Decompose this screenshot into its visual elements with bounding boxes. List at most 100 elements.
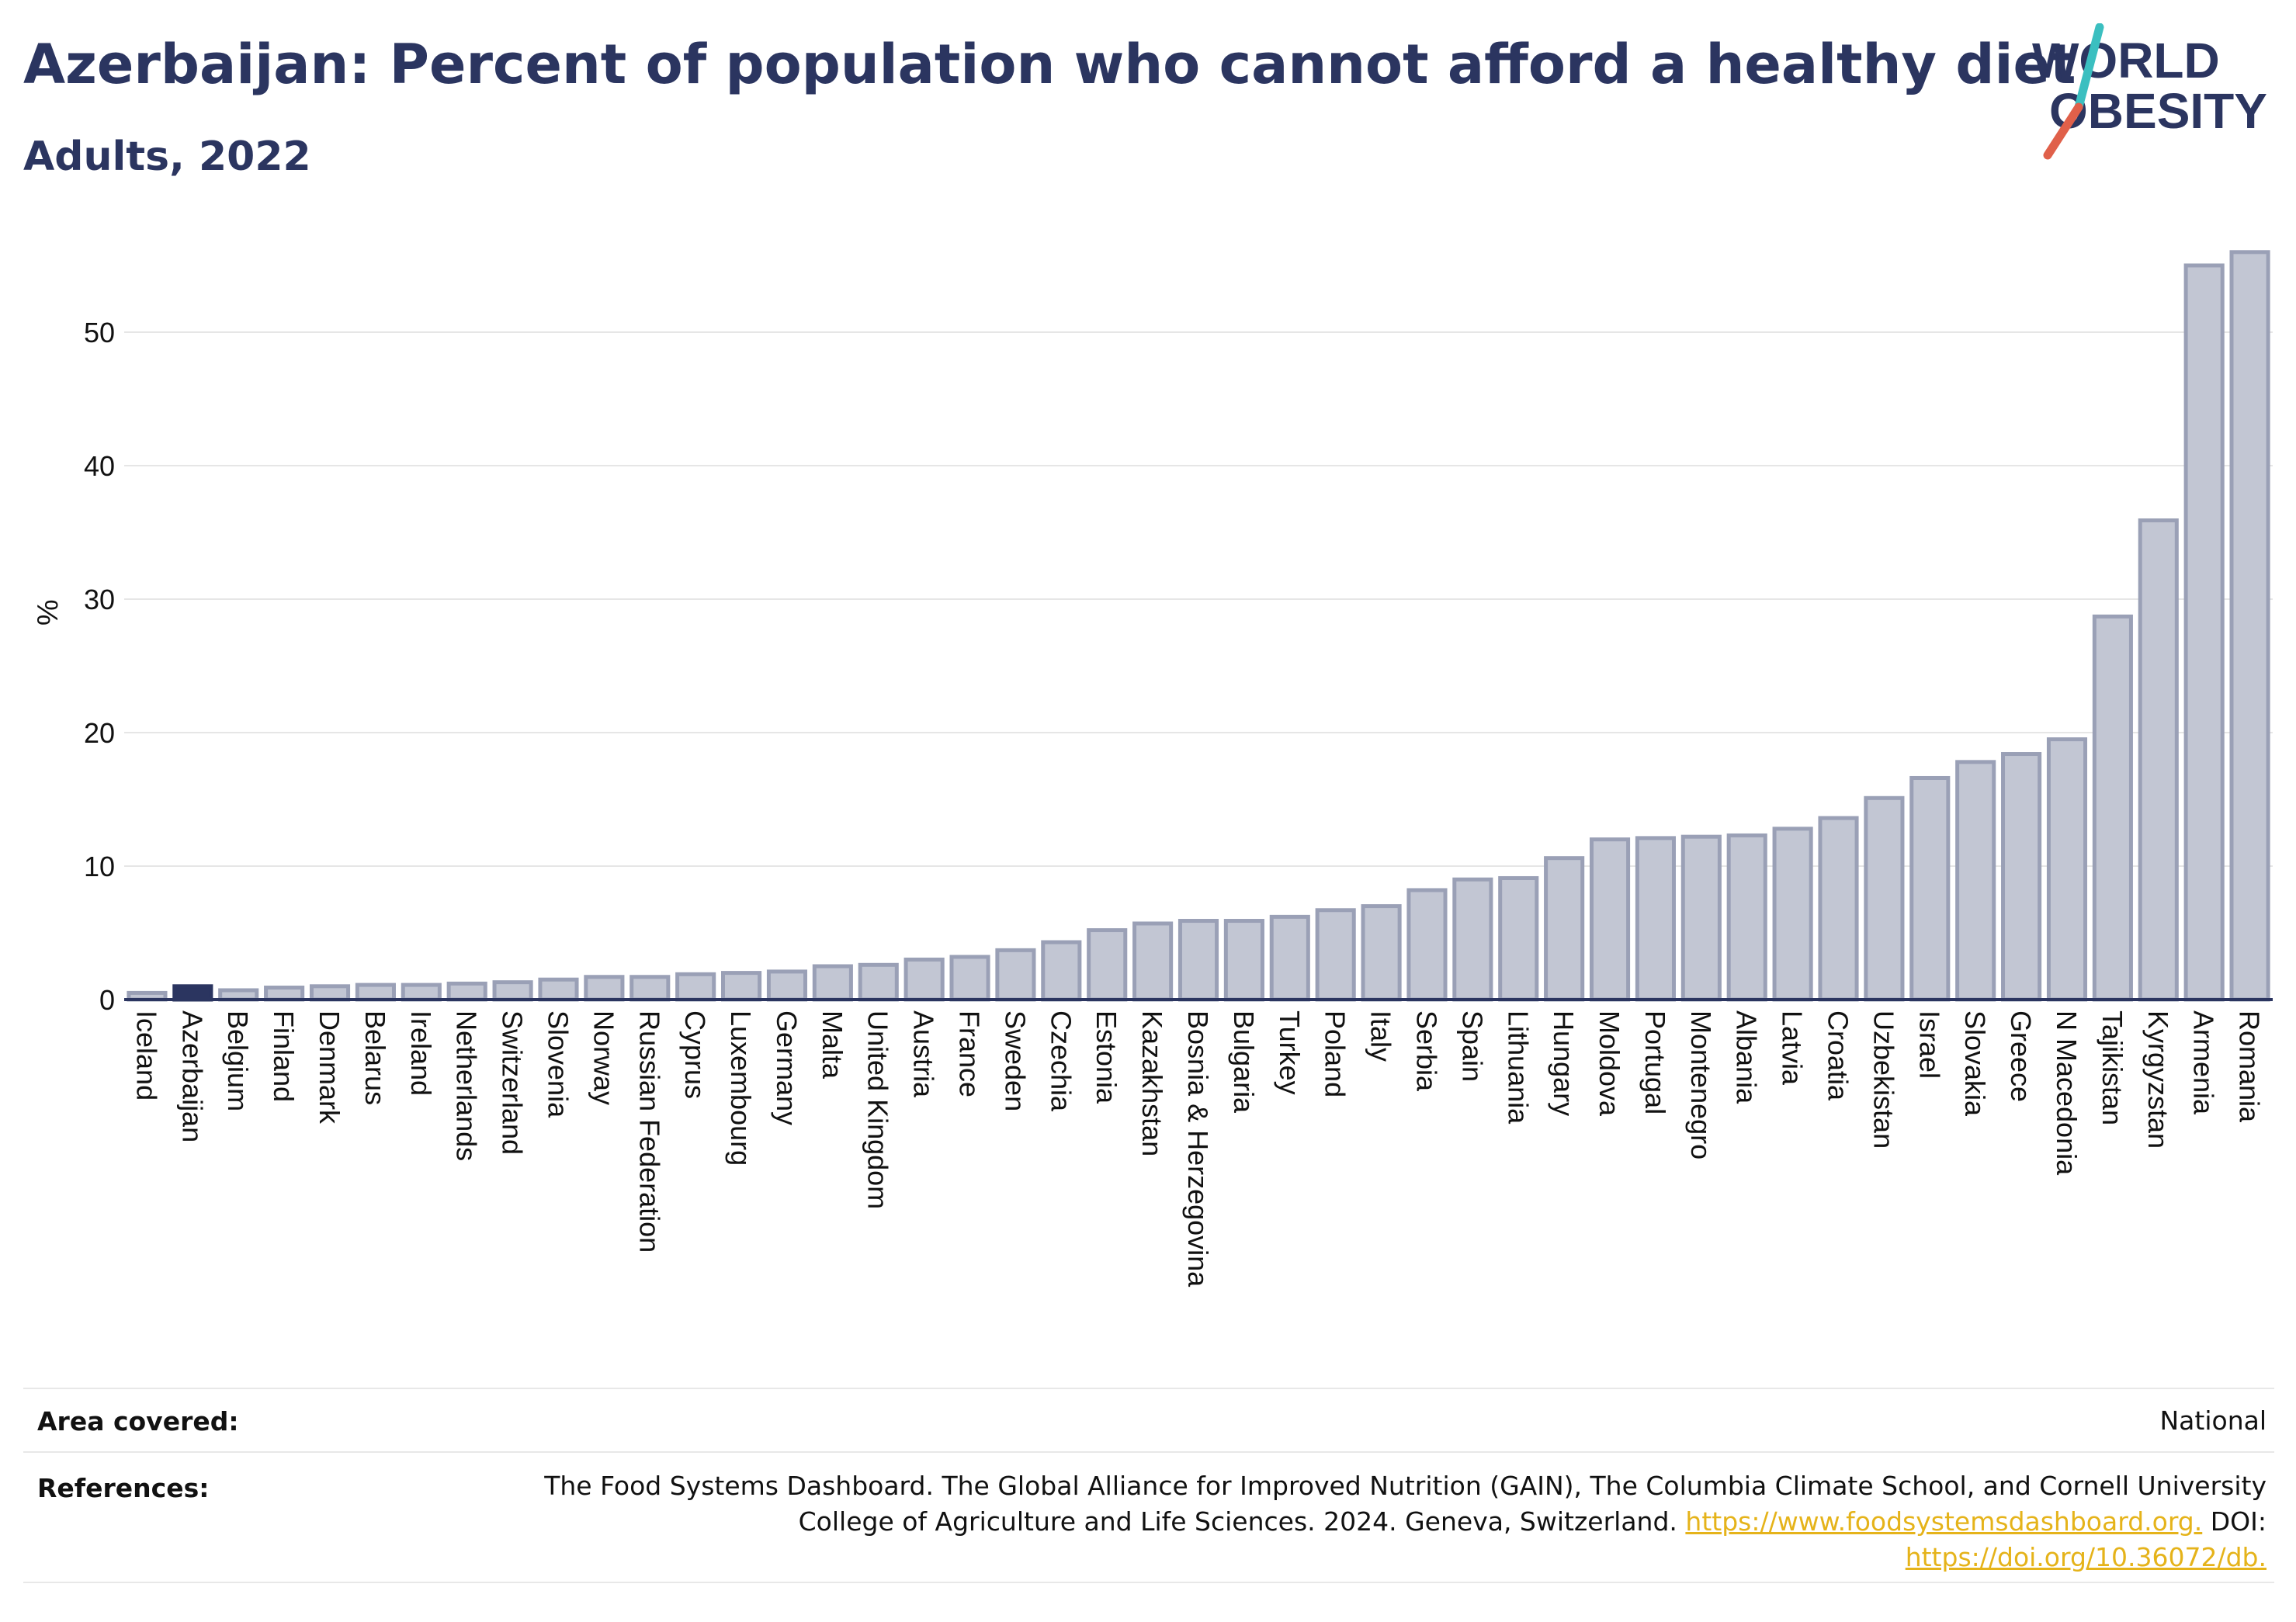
bar-switzerland[interactable] xyxy=(492,980,533,1002)
bar-chart: 0 10 20 30 40 50 Iceland Azerbaijan Belgium Finl… xyxy=(32,250,2273,1288)
bar-greece[interactable] xyxy=(2001,752,2042,1002)
reference-link-dashboard[interactable]: https://www.foodsystemsdashboard.org. xyxy=(1685,1506,2203,1537)
bar-united-kingdom[interactable] xyxy=(858,962,899,1002)
area-covered-row: Area covered: National xyxy=(23,1389,2274,1451)
x-tick-label: Estonia xyxy=(1091,1010,1122,1104)
x-tick-label: Ireland xyxy=(405,1010,437,1096)
y-tick-label: 40 xyxy=(84,450,115,482)
bar-estonia[interactable] xyxy=(1087,928,1128,1002)
bar-croatia[interactable] xyxy=(1818,816,1859,1002)
bar-azerbaijan[interactable] xyxy=(172,984,213,1002)
x-tick-label: Kazakhstan xyxy=(1136,1010,1168,1156)
y-tick-labels: 0 10 20 30 40 50 xyxy=(84,317,115,1016)
bar-kyrgyzstan[interactable] xyxy=(2138,518,2179,1002)
bar-albania[interactable] xyxy=(1726,833,1767,1002)
area-covered-label: Area covered: xyxy=(37,1406,239,1437)
x-tick-label: Tajikistan xyxy=(2097,1010,2128,1125)
bar-germany[interactable] xyxy=(766,969,808,1002)
bar-russian-federation[interactable] xyxy=(629,975,671,1002)
x-tick-label: Germany xyxy=(771,1010,803,1125)
bar-denmark[interactable] xyxy=(309,984,351,1002)
bar-armenia[interactable] xyxy=(2183,263,2225,1002)
reference-doi-label: DOI: xyxy=(2210,1506,2267,1537)
bar-bulgaria[interactable] xyxy=(1223,919,1264,1002)
footer-divider-top xyxy=(23,1388,2274,1389)
reference-line-2-text: College of Agriculture and Life Sciences… xyxy=(798,1506,1677,1537)
bar-france[interactable] xyxy=(949,955,990,1002)
bar-bosnia-herzegovina[interactable] xyxy=(1177,919,1219,1002)
x-tick-label: Montenegro xyxy=(1685,1010,1717,1159)
bar-ireland[interactable] xyxy=(401,983,442,1002)
area-covered-value: National xyxy=(2159,1405,2267,1436)
reference-line-2: College of Agriculture and Life Sciences… xyxy=(544,1504,2267,1540)
bar-netherlands[interactable] xyxy=(446,981,487,1002)
bar-latvia[interactable] xyxy=(1772,827,1813,1002)
bar-belarus[interactable] xyxy=(355,983,396,1002)
x-tick-label: Kyrgyzstan xyxy=(2142,1010,2174,1149)
x-tick-label: Norway xyxy=(588,1010,619,1105)
x-tick-label: Israel xyxy=(1913,1010,1945,1079)
x-tick-label: Netherlands xyxy=(451,1010,483,1161)
x-tick-label: Romania xyxy=(2234,1010,2266,1123)
x-tick-label: Sweden xyxy=(999,1010,1031,1111)
x-tick-label: Finland xyxy=(268,1010,300,1102)
bar-hungary[interactable] xyxy=(1544,856,1585,1002)
bar-n-macedonia[interactable] xyxy=(2046,737,2088,1002)
reference-link-doi[interactable]: https://doi.org/10.36072/db. xyxy=(1905,1542,2267,1572)
bar-kazakhstan[interactable] xyxy=(1132,921,1174,1002)
logo-slash-upper xyxy=(2074,23,2104,112)
x-tick-label: N Macedonia xyxy=(2051,1010,2083,1176)
x-tick-label: Portugal xyxy=(1639,1010,1671,1114)
bar-italy[interactable] xyxy=(1361,904,1402,1002)
bar-slovenia[interactable] xyxy=(538,977,579,1002)
bar-czechia[interactable] xyxy=(1041,940,1082,1002)
gridlines xyxy=(124,331,2273,867)
footer-divider-middle xyxy=(23,1451,2274,1453)
bar-poland[interactable] xyxy=(1315,908,1356,1002)
world-obesity-logo: WORLD OBESITY xyxy=(2032,23,2267,160)
bar-norway[interactable] xyxy=(584,975,625,1002)
bar-portugal[interactable] xyxy=(1635,836,1676,1002)
x-tick-label: Belarus xyxy=(359,1010,391,1105)
bar-slovakia[interactable] xyxy=(1955,760,1996,1002)
y-axis-label: % xyxy=(32,599,64,626)
x-tick-label: Austria xyxy=(908,1010,940,1098)
bar-romania[interactable] xyxy=(2229,250,2270,1002)
bar-lithuania[interactable] xyxy=(1498,875,1539,1002)
bar-malta[interactable] xyxy=(812,964,853,1002)
x-tick-label: Latvia xyxy=(1777,1010,1809,1086)
x-tick-label: United Kingdom xyxy=(862,1010,894,1209)
bar-uzbekistan[interactable] xyxy=(1864,795,1905,1002)
x-tick-label: Switzerland xyxy=(497,1010,529,1155)
footer-divider-bottom xyxy=(23,1582,2274,1583)
bar-montenegro[interactable] xyxy=(1680,834,1722,1002)
x-tick-label: Iceland xyxy=(130,1010,162,1100)
logo-line-1: WORLD xyxy=(2032,33,2220,88)
x-tick-label: Moldova xyxy=(1594,1010,1625,1117)
x-tick-label: Serbia xyxy=(1410,1010,1442,1092)
bar-spain[interactable] xyxy=(1452,877,1493,1002)
bar-israel[interactable] xyxy=(1909,775,1951,1002)
x-tick-label: Croatia xyxy=(1823,1010,1854,1101)
y-tick-label: 0 xyxy=(99,984,115,1016)
x-tick-label: Cyprus xyxy=(679,1010,711,1099)
bar-cyprus[interactable] xyxy=(675,972,716,1002)
bar-turkey[interactable] xyxy=(1269,914,1310,1002)
x-tick-label: Uzbekistan xyxy=(1868,1010,1899,1149)
bar-moldova[interactable] xyxy=(1589,837,1631,1002)
x-tick-label: Malta xyxy=(817,1010,848,1080)
x-tick-label: Russian Federation xyxy=(633,1010,665,1253)
x-tick-label: Spain xyxy=(1456,1010,1488,1082)
x-tick-label: Poland xyxy=(1320,1010,1351,1097)
x-tick-label: Armenia xyxy=(2188,1010,2220,1115)
bar-austria[interactable] xyxy=(903,957,945,1002)
bar-luxembourg[interactable] xyxy=(721,971,762,1002)
x-tick-label: Denmark xyxy=(314,1010,345,1125)
bar-finland[interactable] xyxy=(264,986,305,1002)
x-tick-label: Greece xyxy=(2005,1010,2037,1102)
bar-tajikistan[interactable] xyxy=(2092,614,2133,1002)
chart-subtitle: Adults, 2022 xyxy=(23,133,311,180)
bar-serbia[interactable] xyxy=(1406,888,1448,1002)
y-tick-label: 50 xyxy=(84,317,115,348)
bar-sweden[interactable] xyxy=(995,948,1036,1002)
